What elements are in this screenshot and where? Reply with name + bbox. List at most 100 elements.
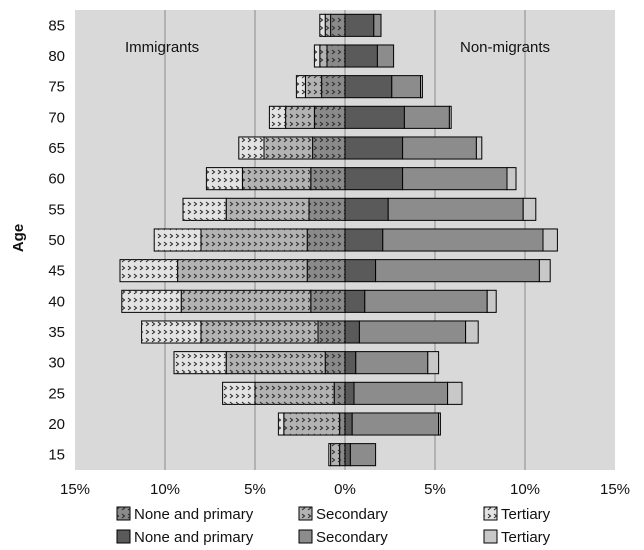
bar-immigrants-secondary-age-30-pattern [226, 351, 326, 374]
bar-non-migrants-tertiary-age-40 [486, 289, 497, 313]
bar-non-migrants-tertiary-age-25 [447, 381, 463, 405]
bar-non-migrants-none-and-primary-age-75 [344, 75, 393, 99]
y-axis-title: Age [10, 224, 27, 252]
bar-immigrants-secondary-age-75-pattern [305, 75, 322, 98]
bar-non-migrants-tertiary-age-75 [420, 75, 423, 99]
bar-immigrants-tertiary-age-50-pattern [154, 228, 201, 252]
bar-immigrants-secondary-age-25-pattern [255, 382, 335, 405]
bar-immigrants-none-and-primary-age-40-pattern [310, 290, 345, 313]
bar-immigrants-secondary-age-50-pattern [201, 228, 308, 252]
bar-non-migrants-secondary-age-85 [373, 13, 382, 37]
bar-non-migrants-secondary-age-15 [349, 443, 377, 467]
bar-immigrants-tertiary-age-20-pattern [278, 412, 284, 436]
legend-label: Tertiary [501, 506, 551, 523]
bars-group [119, 13, 558, 467]
bar-immigrants-secondary-age-80-pattern [319, 44, 327, 68]
x-tick-label: 15% [600, 481, 630, 498]
legend-swatch-pattern [484, 507, 497, 520]
bar-immigrants-tertiary-age-80-pattern [314, 44, 320, 68]
x-tick-label: 0% [334, 481, 356, 498]
bar-immigrants-none-and-primary-age-50-pattern [307, 228, 345, 252]
bar-immigrants-secondary-age-40-pattern [181, 290, 311, 313]
legend-swatch [483, 529, 498, 544]
y-tick-label: 45 [48, 263, 65, 280]
legend-label: None and primary [134, 529, 254, 546]
bar-immigrants-none-and-primary-age-45-pattern [307, 259, 345, 282]
bar-immigrants-secondary-age-85-pattern [325, 14, 331, 37]
bar-non-migrants-none-and-primary-age-65 [344, 136, 404, 160]
bar-immigrants-tertiary-age-15-pattern [328, 443, 331, 466]
y-tick-label: 15 [48, 447, 65, 464]
bar-immigrants-tertiary-age-25-pattern [222, 382, 255, 405]
bar-immigrants-tertiary-age-40-pattern [121, 290, 182, 313]
bar-immigrants-none-and-primary-age-55-pattern [309, 198, 345, 221]
legend-label: Secondary [316, 529, 388, 546]
annotation-non-migrants: Non-migrants [460, 39, 550, 56]
y-tick-label: 65 [48, 140, 65, 157]
x-tick-label: 5% [424, 481, 446, 498]
x-tick-labels: 15% 10% 5% 0% 5% 10% 15% [60, 481, 630, 498]
bar-immigrants-tertiary-age-35-pattern [141, 320, 201, 344]
legend-label: Tertiary [501, 529, 551, 546]
bar-immigrants-tertiary-age-45-pattern [120, 259, 178, 282]
y-tick-label: 75 [48, 79, 65, 96]
bar-immigrants-tertiary-age-70-pattern [269, 106, 286, 129]
bar-immigrants-none-and-primary-age-60-pattern [310, 167, 345, 190]
y-tick-label: 55 [48, 201, 65, 218]
bar-non-migrants-tertiary-age-55 [522, 197, 537, 221]
y-tick-label: 60 [48, 171, 65, 188]
bar-immigrants-secondary-age-35-pattern [201, 320, 318, 344]
bar-immigrants-none-and-primary-age-70-pattern [314, 106, 345, 129]
bar-immigrants-secondary-age-20-pattern [283, 412, 340, 436]
y-tick-label: 70 [48, 109, 65, 126]
bar-immigrants-none-and-primary-age-30-pattern [325, 351, 345, 374]
bar-non-migrants-tertiary-age-65 [475, 136, 483, 160]
bar-immigrants-tertiary-age-65-pattern [238, 136, 264, 160]
bar-immigrants-secondary-age-65-pattern [264, 136, 313, 160]
bar-non-migrants-secondary-age-40 [364, 289, 488, 313]
bar-immigrants-none-and-primary-age-65-pattern [312, 136, 345, 160]
bar-immigrants-none-and-primary-age-25-pattern [334, 382, 345, 405]
legend-swatch [116, 529, 131, 544]
bar-immigrants-none-and-primary-age-20-pattern [339, 412, 345, 436]
bar-non-migrants-tertiary-age-45 [538, 259, 551, 283]
x-tick-label: 15% [60, 481, 90, 498]
bar-immigrants-tertiary-age-60-pattern [206, 167, 243, 190]
x-tick-label: 10% [510, 481, 540, 498]
bar-immigrants-secondary-age-45-pattern [177, 259, 308, 282]
bar-non-migrants-secondary-age-25 [353, 381, 449, 405]
bar-non-migrants-secondary-age-55 [387, 197, 524, 221]
y-tick-label: 85 [48, 17, 65, 34]
bar-immigrants-none-and-primary-age-35-pattern [318, 320, 345, 344]
bar-immigrants-none-and-primary-age-80-pattern [327, 44, 345, 68]
bar-non-migrants-secondary-age-70 [403, 105, 450, 129]
legend-label: Secondary [316, 506, 388, 523]
bar-non-migrants-secondary-age-65 [402, 136, 477, 160]
bar-non-migrants-none-and-primary-age-55 [344, 197, 389, 221]
bar-non-migrants-none-and-primary-age-70 [344, 105, 405, 129]
legend-swatch [298, 529, 313, 544]
legend-swatch-pattern [117, 507, 130, 520]
bar-non-migrants-secondary-age-60 [402, 167, 508, 191]
bar-non-migrants-secondary-age-80 [376, 44, 395, 68]
bar-non-migrants-secondary-age-75 [391, 75, 422, 99]
bar-immigrants-secondary-age-55-pattern [226, 198, 309, 221]
bar-immigrants-secondary-age-70-pattern [285, 106, 315, 129]
bar-non-migrants-secondary-age-20 [351, 412, 440, 436]
y-tick-label: 50 [48, 232, 65, 249]
bar-non-migrants-none-and-primary-age-20 [344, 412, 353, 436]
bar-non-migrants-none-and-primary-age-15 [344, 443, 351, 467]
bar-non-migrants-none-and-primary-age-40 [344, 289, 366, 313]
bar-non-migrants-tertiary-age-35 [465, 320, 479, 344]
y-tick-label: 40 [48, 293, 65, 310]
bar-immigrants-tertiary-age-75-pattern [296, 75, 306, 98]
bar-immigrants-none-and-primary-age-15-pattern [339, 443, 345, 466]
bar-non-migrants-tertiary-age-20 [438, 412, 441, 436]
legend-label: None and primary [134, 506, 254, 523]
y-tick-label: 20 [48, 416, 65, 433]
bar-non-migrants-none-and-primary-age-50 [344, 228, 384, 252]
bar-non-migrants-tertiary-age-30 [427, 351, 440, 375]
bar-non-migrants-none-and-primary-age-45 [344, 259, 377, 283]
bar-non-migrants-tertiary-age-50 [542, 228, 558, 252]
